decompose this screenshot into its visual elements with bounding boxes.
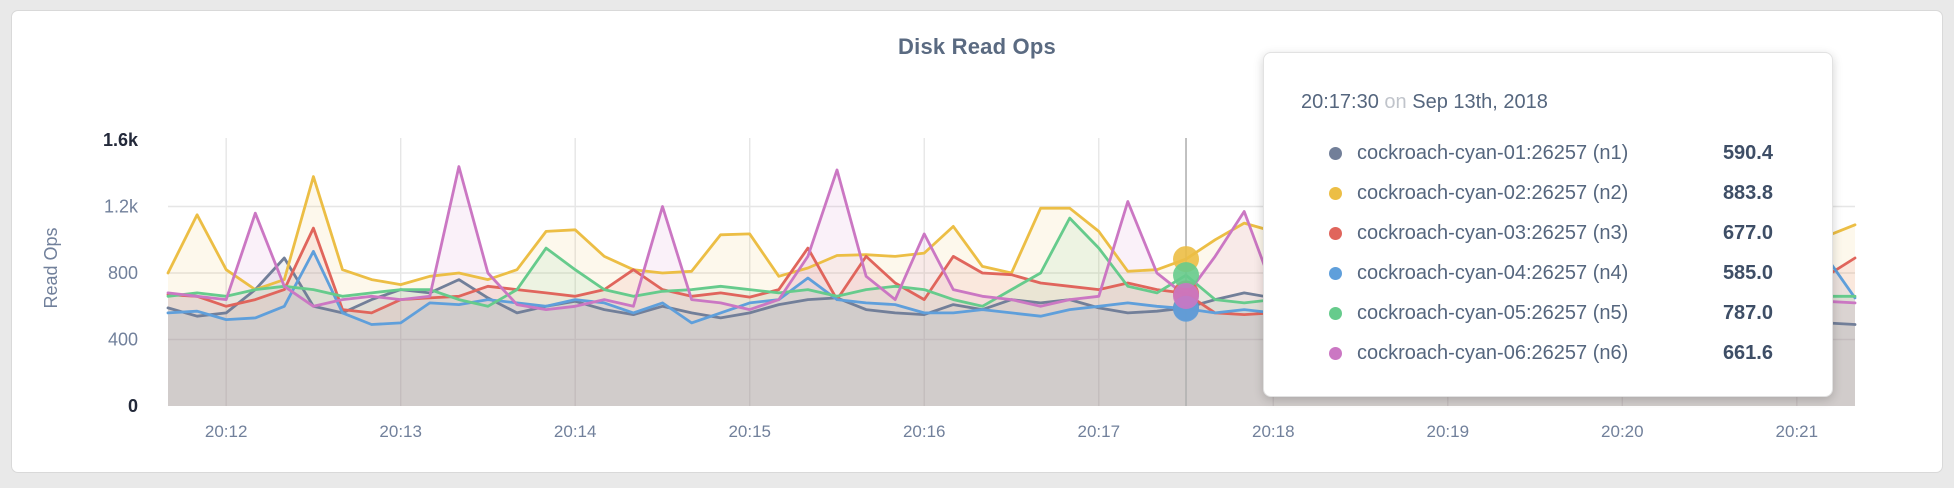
tooltip-row: cockroach-cyan-02:26257 (n2) 883.8 [1301,173,1832,213]
hover-dot-n6[interactable] [1173,283,1200,310]
series-color-dot-icon [1329,226,1342,240]
series-color-dot-icon [1329,306,1342,320]
tooltip-series-name: cockroach-cyan-01:26257 (n1) [1357,141,1629,164]
tooltip-header: 20:17:30 on Sep 13th, 2018 [1301,91,1832,131]
y-tick-label: 1.6k [103,130,139,150]
series-color-dot-icon [1329,346,1342,360]
series-color-dot-icon [1329,266,1342,280]
y-tick-label: 800 [108,263,138,283]
x-tick-label: 20:19 [1427,422,1470,441]
tooltip-series-name: cockroach-cyan-03:26257 (n3) [1357,221,1629,244]
y-tick-label: 1.2k [104,197,139,217]
tooltip-row: cockroach-cyan-05:26257 (n5) 787.0 [1301,293,1832,333]
tooltip-rows: cockroach-cyan-01:26257 (n1) 590.4 cockroa… [1301,133,1832,373]
x-tick-label: 20:16 [903,422,946,441]
tooltip-series-value: 677.0 [1722,221,1773,244]
tooltip-series-name: cockroach-cyan-04:26257 (n4) [1357,261,1629,284]
x-tick-label: 20:18 [1252,422,1295,441]
tooltip-series-value: 661.6 [1722,341,1773,364]
tooltip-series-value: 787.0 [1722,301,1773,324]
tooltip-row: cockroach-cyan-03:26257 (n3) 677.0 [1301,213,1832,253]
x-tick-label: 20:13 [379,422,422,441]
x-tick-label: 20:12 [205,422,248,441]
series-color-dot-icon [1329,186,1342,200]
tooltip-row: cockroach-cyan-01:26257 (n1) 590.4 [1301,133,1832,173]
tooltip-series-value: 883.8 [1722,181,1773,204]
y-tick-label: 400 [108,330,138,350]
tooltip-date: Sep 13th, 2018 [1412,91,1548,113]
x-tick-label: 20:14 [554,422,597,441]
tooltip-series-name: cockroach-cyan-06:26257 (n6) [1357,341,1629,364]
series-color-dot-icon [1329,146,1342,160]
tooltip-on-word: on [1384,91,1407,113]
tooltip-row: cockroach-cyan-04:26257 (n4) 585.0 [1301,253,1832,293]
chart-title: Disk Read Ops [898,34,1056,59]
tooltip-row: cockroach-cyan-06:26257 (n6) 661.6 [1301,333,1832,373]
y-axis-title: Read Ops [41,227,61,308]
x-tick-label: 20:21 [1776,422,1819,441]
tooltip-time: 20:17:30 [1301,91,1379,113]
tooltip-series-value: 585.0 [1722,261,1773,284]
tooltip-series-value: 590.4 [1722,141,1773,164]
tooltip-series-name: cockroach-cyan-02:26257 (n2) [1357,181,1629,204]
x-tick-label: 20:20 [1601,422,1644,441]
hover-dot-n5[interactable] [1173,262,1200,289]
x-tick-label: 20:17 [1077,422,1120,441]
x-tick-label: 20:15 [728,422,771,441]
y-tick-label: 0 [128,396,138,416]
hover-tooltip: 20:17:30 on Sep 13th, 2018 cockroach-cya… [1263,52,1833,397]
tooltip-series-name: cockroach-cyan-05:26257 (n5) [1357,301,1629,324]
